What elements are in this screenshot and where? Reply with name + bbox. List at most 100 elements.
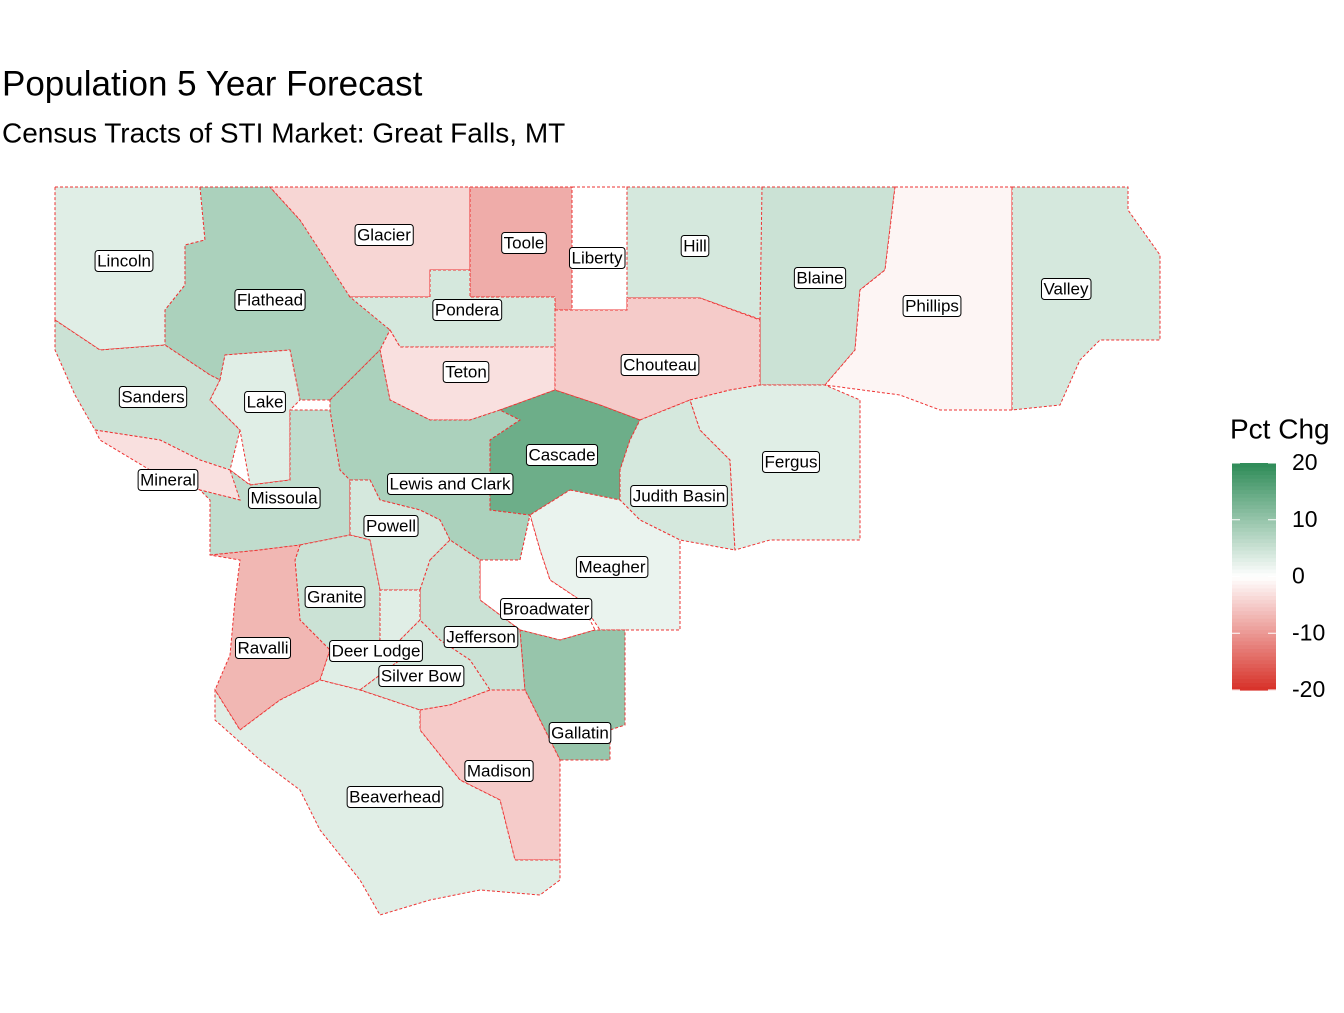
county-label: Glacier — [357, 225, 411, 244]
legend-swatch — [1232, 565, 1276, 570]
legend-swatch — [1232, 682, 1276, 687]
label-box — [443, 625, 519, 648]
legend-swatch — [1232, 584, 1276, 589]
label-box — [244, 390, 286, 413]
legend-swatch — [1232, 637, 1276, 642]
legend-tick-label: 0 — [1292, 563, 1305, 589]
legend-swatch — [1232, 478, 1276, 483]
legend-swatch — [1232, 474, 1276, 479]
legend-swatch — [1232, 648, 1276, 653]
legend-swatch — [1232, 580, 1276, 585]
label-box — [620, 353, 700, 376]
county-label: Hill — [683, 236, 707, 255]
county-label: Liberty — [571, 248, 623, 267]
legend-swatch — [1232, 493, 1276, 498]
legend-swatch — [1232, 463, 1276, 468]
county-label: Beaverhead — [349, 787, 441, 806]
county-label: Broadwater — [503, 599, 590, 618]
label-box — [354, 223, 414, 246]
legend-swatch — [1232, 576, 1276, 581]
legend-swatch — [1232, 515, 1276, 521]
label-box — [568, 246, 626, 269]
legend-swatch — [1232, 497, 1276, 502]
legend-swatch — [1232, 512, 1276, 517]
county-label: Toole — [504, 233, 545, 252]
county — [619, 399, 736, 551]
county-label: Gallatin — [551, 723, 609, 742]
legend-swatch — [1232, 671, 1276, 676]
label-box — [118, 385, 188, 408]
county-label: Valley — [1043, 279, 1089, 298]
legend-swatch — [1232, 561, 1276, 566]
label-box — [329, 639, 423, 662]
label-box — [234, 636, 292, 659]
legend-swatch — [1232, 606, 1276, 612]
legend-swatch — [1232, 489, 1276, 494]
county-label: Cascade — [528, 445, 595, 464]
legend-swatch — [1232, 663, 1276, 668]
legend-swatch — [1232, 538, 1276, 544]
label-box — [363, 514, 419, 537]
label-box — [234, 288, 306, 311]
legend-swatch — [1232, 674, 1276, 680]
legend-swatch — [1232, 591, 1276, 597]
legend-swatch — [1232, 542, 1276, 547]
county-labels: Lincoln Flathead Glacier Toole Liberty Hill Bl… — [94, 223, 1092, 808]
legend-swatch — [1232, 655, 1276, 661]
legend-swatch — [1232, 572, 1276, 578]
legend-swatch — [1232, 546, 1276, 551]
legend-tick-label: 10 — [1292, 506, 1318, 532]
legend-swatch — [1232, 618, 1276, 623]
legend-swatch — [1232, 621, 1276, 627]
county-label: Lewis and Clark — [390, 474, 511, 493]
legend-swatch — [1232, 481, 1276, 487]
county-label: Powell — [366, 516, 416, 535]
legend-swatch — [1232, 633, 1276, 638]
label-box — [501, 231, 547, 254]
legend-swatch — [1232, 568, 1276, 574]
legend-swatch — [1232, 557, 1276, 562]
county-label: Phillips — [905, 296, 959, 315]
legend-swatch — [1232, 629, 1276, 634]
county-label: Fergus — [765, 452, 818, 471]
county-label: Missoula — [250, 488, 318, 507]
label-box — [442, 360, 490, 383]
legend-swatch — [1232, 550, 1276, 555]
label-box — [762, 450, 820, 473]
legend-swatch — [1232, 485, 1276, 491]
county-label: Pondera — [435, 300, 500, 319]
counties — [54, 186, 1161, 916]
legend-swatch — [1232, 686, 1276, 691]
legend-swatch — [1232, 614, 1276, 619]
label-box — [525, 443, 599, 466]
label-box — [680, 234, 710, 257]
label-box — [247, 486, 321, 509]
legend-tick-label: -10 — [1292, 619, 1325, 645]
label-box — [137, 468, 199, 491]
legend-swatch — [1232, 587, 1276, 593]
legend-swatch — [1232, 667, 1276, 672]
legend-swatch — [1232, 500, 1276, 506]
county-label: Madison — [467, 761, 531, 780]
county-label: Lake — [247, 392, 284, 411]
label-box — [378, 664, 465, 687]
legend-swatch — [1232, 652, 1276, 657]
legend-swatch — [1232, 466, 1276, 472]
legend-swatch — [1232, 527, 1276, 532]
legend-swatch — [1232, 640, 1276, 646]
label-box — [902, 294, 962, 317]
county-label: Sanders — [121, 387, 184, 406]
county-label: Teton — [445, 362, 487, 381]
label-box — [304, 585, 366, 608]
label-box — [793, 266, 847, 289]
legend-tick-label: 20 — [1292, 449, 1318, 475]
legend-swatch — [1232, 659, 1276, 665]
legend-swatch — [1232, 644, 1276, 649]
label-box — [387, 472, 514, 495]
county-label: Meagher — [578, 557, 645, 576]
county-label: Flathead — [237, 290, 303, 309]
legend-title: Pct Chg — [1230, 413, 1330, 444]
legend-swatch — [1232, 504, 1276, 509]
legend-swatch — [1232, 678, 1276, 684]
label-box — [548, 721, 612, 744]
